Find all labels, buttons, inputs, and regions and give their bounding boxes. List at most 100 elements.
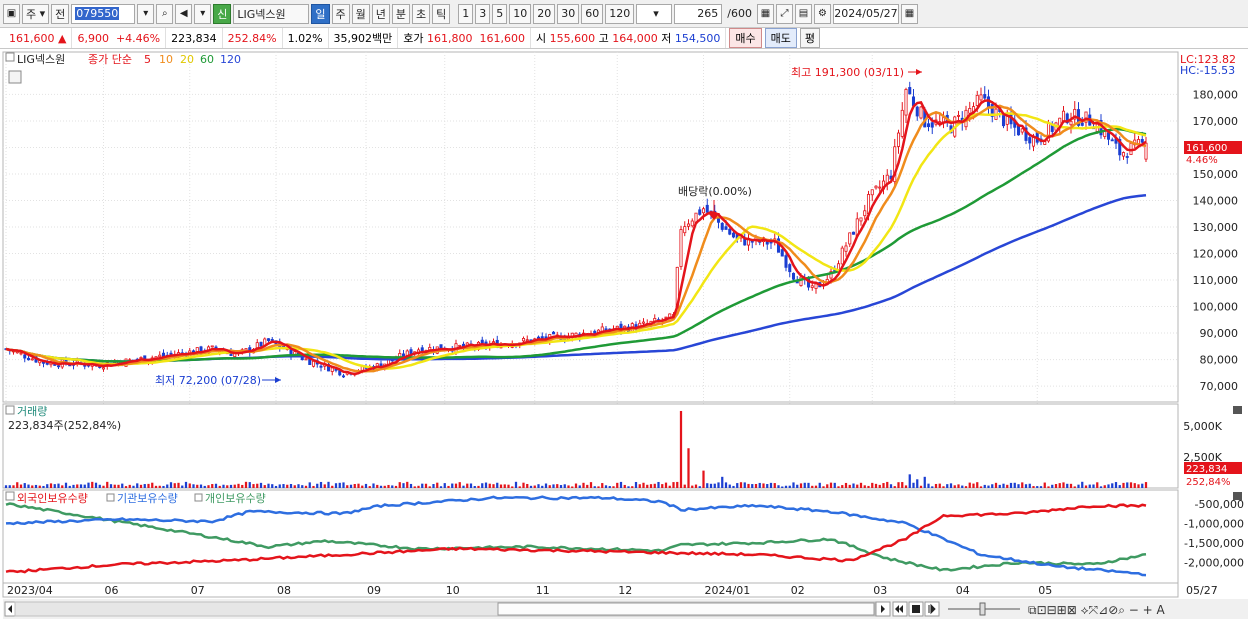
tab-minute[interactable]: 분 [391, 3, 411, 24]
legend-institution-handle-icon[interactable] [106, 493, 115, 502]
volume-bar [244, 481, 248, 488]
volume-bar [462, 485, 465, 488]
legend-institution: 기관보유수량 [117, 492, 178, 505]
interval-120[interactable]: 120 [605, 3, 635, 24]
volume-bar [432, 484, 435, 488]
tab-second[interactable]: 초 [412, 3, 431, 24]
tab-day[interactable]: 일 [311, 3, 330, 24]
pane-handle-icon[interactable] [5, 52, 15, 62]
candle-body [683, 226, 687, 234]
interval-60[interactable]: 60 [581, 3, 604, 24]
volume-bar [1122, 482, 1125, 488]
sell-button[interactable]: 매도 [764, 28, 797, 48]
volume-bar [492, 484, 495, 488]
volume-bar [383, 485, 386, 488]
volume-bar [687, 448, 690, 488]
eval-button[interactable]: 평 [799, 28, 821, 48]
date-input[interactable]: 2024/05/27 [832, 3, 899, 24]
candle-body [788, 264, 792, 273]
volume-bar [604, 485, 608, 488]
interval-5[interactable]: 5 [492, 3, 508, 24]
stock-chart[interactable]: 70,000 80,000 90,000 100,000 110,000 120,000 1… [0, 50, 1248, 621]
volume-bar [859, 482, 863, 488]
tab-month[interactable]: 월 [351, 3, 370, 24]
stock-code-value: 079550 [75, 7, 120, 20]
code-dropdown-icon[interactable]: ▾ [137, 3, 155, 24]
candle-body [244, 348, 248, 351]
volume-bar [1006, 484, 1009, 488]
candle-body [1106, 132, 1111, 140]
ma60-line [5, 127, 1147, 363]
candle-body [26, 357, 31, 361]
candle-body [930, 122, 934, 128]
gear-icon[interactable]: ⚙ [813, 3, 831, 24]
window-menu-icon[interactable]: ▣ [3, 3, 20, 24]
draw-tool-icon[interactable]: ⤢ [775, 3, 793, 24]
volume-bar [297, 484, 300, 488]
volume-bar [754, 483, 758, 488]
interval-10[interactable]: 10 [509, 3, 532, 24]
save-icon[interactable]: ▤ [794, 3, 812, 24]
legend-individual-handle-icon[interactable] [194, 493, 203, 502]
buy-button[interactable]: 매수 [729, 28, 762, 48]
volume-last-text: 223,834 [1186, 464, 1227, 475]
volume-bar [706, 483, 709, 488]
ma5-line [5, 99, 1147, 376]
time-tick-label: 2023/04 [7, 584, 53, 597]
volume-bar [961, 485, 964, 488]
market-select[interactable]: 주 ▾ [22, 3, 50, 24]
speaker-icon[interactable]: ◀ [175, 3, 193, 24]
current-price: 161,600 ▲ [4, 28, 73, 48]
volume-pane-close-icon[interactable] [1233, 406, 1242, 414]
legend-ma60: 60 [200, 53, 214, 66]
time-tick-label: 03 [873, 584, 887, 597]
volume-bar [312, 485, 315, 488]
search-icon[interactable]: ⌕ [156, 3, 174, 24]
volume-bar [544, 483, 548, 488]
volume-bar [844, 482, 848, 488]
candle-body [705, 204, 709, 213]
tab-tick[interactable]: 틱 [432, 3, 451, 24]
volume-bar [211, 484, 214, 488]
volume-bar [781, 486, 784, 488]
price-tick-label: 150,000 [1193, 168, 1239, 181]
volume-bar [188, 483, 191, 488]
candle-body [1020, 128, 1024, 133]
volume-bar [1051, 484, 1054, 488]
candle-body [904, 89, 908, 116]
scroll-thumb[interactable] [497, 602, 875, 616]
interval-20[interactable]: 20 [533, 3, 556, 24]
count-input[interactable]: 265 [674, 3, 723, 24]
stock-code-input[interactable]: 079550 [71, 3, 136, 24]
zoom-slider-handle[interactable] [979, 602, 986, 616]
calendar-icon[interactable]: ▦ [900, 3, 918, 24]
tab-year[interactable]: 년 [371, 3, 390, 24]
volume-bar [27, 484, 30, 488]
legend-ma-type: 종가 단순 [88, 53, 132, 66]
ohlc: 시 155,600 고 164,000 저 154,500 [531, 28, 727, 48]
volume-bar [818, 482, 821, 488]
holding-pane-handle-icon[interactable] [5, 491, 15, 501]
tab-week[interactable]: 주 [331, 3, 350, 24]
individual-line [5, 502, 1147, 572]
holding-pane-close-icon[interactable] [1233, 492, 1242, 500]
volume-bar [1058, 483, 1061, 488]
prev-button[interactable]: 전 [51, 3, 70, 24]
speaker-dropdown-icon[interactable]: ▾ [194, 3, 212, 24]
interval-3[interactable]: 3 [475, 3, 491, 24]
holding-pane [2, 489, 1179, 584]
volume-bar [353, 484, 356, 488]
volume-bar [653, 483, 656, 488]
tool-icons[interactable]: ⧉⊡⊟⊞⊠ ⟡⤧⊿⊘⌕ − + A [1028, 603, 1166, 617]
volume-bar [717, 482, 720, 488]
time-axis-labels: 2023/04 06 07 08 09 10 11 12 2024/01 02 03 04 05 [7, 584, 1052, 597]
grid-toggle-icon[interactable] [8, 70, 22, 84]
interval-30[interactable]: 30 [557, 3, 580, 24]
time-tick-label: 06 [105, 584, 119, 597]
volume-bar [616, 482, 619, 488]
chart-settings-icon[interactable]: ▦ [756, 3, 774, 24]
interval-1[interactable]: 1 [458, 3, 474, 24]
volume-bar [627, 486, 630, 488]
volume-pane-handle-icon[interactable] [5, 405, 15, 415]
interval-custom-select[interactable]: ▾ [636, 3, 673, 24]
